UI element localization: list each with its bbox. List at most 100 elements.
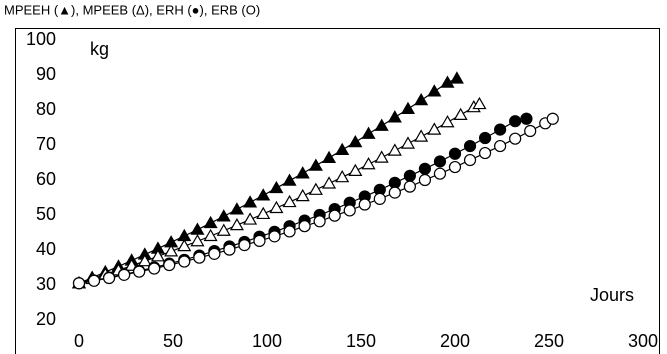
marker (203, 215, 218, 229)
marker (256, 206, 271, 220)
marker (509, 115, 522, 128)
marker (448, 147, 462, 160)
marker (494, 139, 507, 153)
y-tick-label: 100 (26, 29, 56, 49)
marker (178, 255, 191, 268)
marker (403, 169, 416, 182)
marker (374, 150, 389, 163)
marker (328, 209, 341, 222)
marker (440, 75, 455, 88)
x-tick-label: 100 (252, 331, 282, 351)
marker (282, 194, 297, 208)
x-tick-label: 200 (440, 331, 470, 351)
marker (463, 153, 477, 167)
marker (253, 234, 266, 247)
marker (374, 118, 389, 131)
marker (150, 249, 165, 262)
marker (203, 228, 218, 242)
marker (520, 112, 533, 125)
marker (256, 188, 271, 201)
y-tick-label: 20 (36, 309, 56, 329)
marker (440, 115, 455, 128)
marker (524, 124, 537, 138)
marker (269, 200, 284, 214)
marker (453, 107, 468, 121)
marker (193, 251, 206, 264)
marker (313, 215, 326, 228)
marker (387, 143, 402, 156)
fit-line (78, 103, 480, 284)
marker (322, 176, 337, 189)
marker (414, 92, 429, 106)
marker (448, 160, 462, 174)
marker (463, 139, 477, 153)
marker (478, 131, 492, 145)
marker (72, 277, 86, 290)
marker (418, 173, 432, 187)
marker (348, 134, 363, 148)
x-tick-label: 50 (163, 331, 183, 351)
marker (282, 173, 297, 186)
marker (148, 262, 161, 275)
marker (427, 84, 442, 97)
marker (418, 162, 432, 175)
marker (137, 253, 152, 267)
marker (509, 132, 522, 145)
marker (177, 228, 192, 242)
marker (229, 217, 244, 231)
y-tick-label: 80 (36, 99, 56, 119)
marker (546, 112, 559, 125)
marker (308, 182, 323, 195)
marker (238, 239, 251, 252)
marker (343, 204, 356, 217)
y-tick-label: 70 (36, 134, 56, 154)
marker (298, 220, 311, 233)
marker (295, 166, 310, 179)
marker (190, 222, 205, 235)
marker (433, 167, 447, 180)
marker (268, 230, 281, 243)
marker (164, 244, 179, 257)
x-tick-label: 300 (628, 331, 658, 351)
y-tick-label: 50 (36, 204, 56, 224)
y-tick-label: 40 (36, 239, 56, 259)
marker (400, 136, 416, 149)
x-axis-label: Jours (590, 285, 634, 305)
marker (223, 243, 236, 256)
marker (243, 212, 258, 225)
marker (449, 71, 464, 84)
marker (229, 202, 244, 215)
marker (403, 180, 416, 193)
x-tick-label: 150 (346, 331, 376, 351)
marker (216, 209, 231, 222)
marker (163, 258, 176, 272)
marker (295, 188, 310, 202)
marker (87, 274, 101, 287)
marker (335, 142, 350, 155)
y-tick-label: 30 (36, 274, 56, 294)
marker (358, 198, 371, 211)
marker (133, 265, 146, 278)
y-tick-label: 90 (36, 64, 56, 84)
chart-title: MPEEH (▲), MPEEB (Δ), ERH (●), ERB (O) (4, 2, 260, 17)
y-tick-label: 60 (36, 169, 56, 189)
marker (283, 225, 296, 238)
plot-frame (15, 28, 660, 354)
marker (102, 271, 116, 285)
marker (190, 234, 205, 247)
marker (427, 122, 442, 135)
x-tick-label: 0 (74, 331, 84, 351)
marker (308, 158, 323, 171)
marker (322, 150, 337, 164)
marker (373, 192, 386, 205)
marker (243, 195, 258, 208)
marker (472, 96, 487, 110)
marker (118, 268, 131, 281)
marker (387, 110, 402, 123)
marker (400, 101, 416, 115)
marker (361, 157, 376, 170)
marker (414, 129, 429, 142)
marker (494, 123, 507, 136)
